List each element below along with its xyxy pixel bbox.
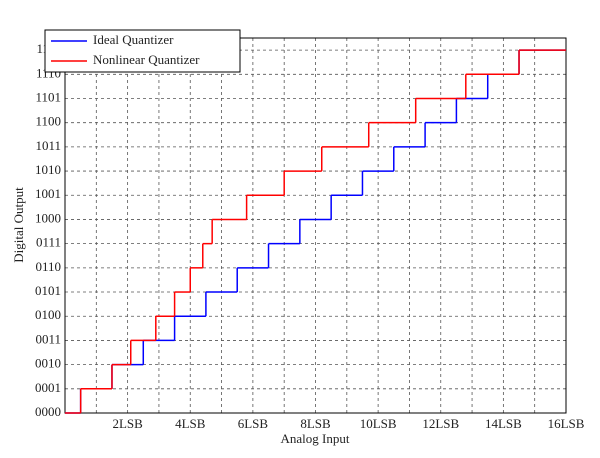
y-tick-label: 1001 xyxy=(35,186,61,201)
x-tick-label: 2LSB xyxy=(112,416,143,431)
x-tick-label: 8LSB xyxy=(300,416,331,431)
y-tick-label: 0000 xyxy=(35,404,61,419)
legend-box xyxy=(44,29,241,73)
legend-label: Ideal Quantizer xyxy=(93,32,174,47)
y-tick-label: 0100 xyxy=(35,307,61,322)
x-axis-label: Analog Input xyxy=(281,431,350,446)
y-axis-label: Digital Output xyxy=(11,187,26,263)
y-tick-label: 1101 xyxy=(35,89,61,104)
y-tick-label: 0111 xyxy=(36,235,61,250)
y-tick-label: 1010 xyxy=(35,162,61,177)
y-tick-label: 1100 xyxy=(35,114,61,129)
legend-label: Nonlinear Quantizer xyxy=(93,52,200,67)
y-tick-label: 0101 xyxy=(35,283,61,298)
y-tick-label: 0110 xyxy=(35,259,61,274)
y-tick-label: 1000 xyxy=(35,210,61,225)
y-tick-label: 0001 xyxy=(35,380,61,395)
y-tick-label: 1011 xyxy=(35,138,61,153)
y-tick-label: 0010 xyxy=(35,356,61,371)
x-tick-label: 10LSB xyxy=(360,416,397,431)
x-tick-label: 4LSB xyxy=(175,416,206,431)
x-tick-label: 12LSB xyxy=(422,416,459,431)
plot-frame xyxy=(64,37,567,414)
y-tick-label: 0011 xyxy=(35,331,61,346)
x-tick-label: 14LSB xyxy=(485,416,522,431)
x-tick-label: 16LSB xyxy=(548,416,585,431)
x-tick-label: 6LSB xyxy=(238,416,269,431)
